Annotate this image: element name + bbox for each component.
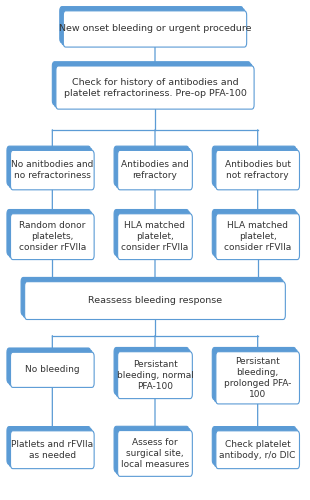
FancyBboxPatch shape xyxy=(11,352,94,388)
Text: HLA matched
platelet,
consider rFVIIa: HLA matched platelet, consider rFVIIa xyxy=(122,221,188,252)
Text: Platlets and rFVIIa
as needed: Platlets and rFVIIa as needed xyxy=(11,440,93,460)
FancyBboxPatch shape xyxy=(23,280,284,318)
Text: Persistant
bleeding, normal
PFA-100: Persistant bleeding, normal PFA-100 xyxy=(117,360,193,391)
FancyBboxPatch shape xyxy=(214,428,298,467)
FancyBboxPatch shape xyxy=(56,66,254,109)
FancyBboxPatch shape xyxy=(214,350,298,402)
FancyBboxPatch shape xyxy=(118,214,192,260)
Text: Persistant
bleeding,
prolonged PFA-
100: Persistant bleeding, prolonged PFA- 100 xyxy=(224,356,291,399)
FancyBboxPatch shape xyxy=(114,426,189,472)
FancyBboxPatch shape xyxy=(9,350,92,386)
FancyBboxPatch shape xyxy=(214,148,298,188)
FancyBboxPatch shape xyxy=(9,212,92,258)
FancyBboxPatch shape xyxy=(63,11,247,47)
FancyBboxPatch shape xyxy=(116,428,191,474)
FancyBboxPatch shape xyxy=(114,210,189,256)
FancyBboxPatch shape xyxy=(114,146,189,186)
Text: HLA matched
platelet,
consider rFVIIa: HLA matched platelet, consider rFVIIa xyxy=(224,221,291,252)
FancyBboxPatch shape xyxy=(118,352,192,399)
Text: No bleeding: No bleeding xyxy=(25,366,80,374)
Text: Check platelet
antibody, r/o DIC: Check platelet antibody, r/o DIC xyxy=(219,440,296,460)
FancyBboxPatch shape xyxy=(7,426,91,465)
FancyBboxPatch shape xyxy=(11,214,94,260)
FancyBboxPatch shape xyxy=(214,212,298,258)
FancyBboxPatch shape xyxy=(116,212,191,258)
FancyBboxPatch shape xyxy=(116,148,191,188)
FancyBboxPatch shape xyxy=(7,348,91,383)
FancyBboxPatch shape xyxy=(54,64,252,107)
FancyBboxPatch shape xyxy=(216,150,299,190)
FancyBboxPatch shape xyxy=(212,426,296,465)
Text: Antibodies but
not refractory: Antibodies but not refractory xyxy=(225,160,291,180)
FancyBboxPatch shape xyxy=(114,348,189,395)
Text: Random donor
platelets,
consider rFVIIa: Random donor platelets, consider rFVIIa xyxy=(19,221,86,252)
FancyBboxPatch shape xyxy=(11,150,94,190)
FancyBboxPatch shape xyxy=(11,431,94,469)
Text: No anitbodies and
no refractoriness: No anitbodies and no refractoriness xyxy=(11,160,94,180)
FancyBboxPatch shape xyxy=(118,150,192,190)
FancyBboxPatch shape xyxy=(118,430,192,476)
FancyBboxPatch shape xyxy=(52,62,250,105)
FancyBboxPatch shape xyxy=(212,348,296,400)
Text: Antibodies and
refractory: Antibodies and refractory xyxy=(121,160,189,180)
FancyBboxPatch shape xyxy=(216,352,299,404)
Text: Assess for
surgical site,
local measures: Assess for surgical site, local measures xyxy=(121,438,189,469)
FancyBboxPatch shape xyxy=(216,214,299,260)
FancyBboxPatch shape xyxy=(25,282,285,320)
FancyBboxPatch shape xyxy=(116,350,191,397)
FancyBboxPatch shape xyxy=(21,278,282,315)
FancyBboxPatch shape xyxy=(62,8,245,45)
FancyBboxPatch shape xyxy=(9,428,92,467)
Text: New onset bleeding or urgent procedure: New onset bleeding or urgent procedure xyxy=(59,24,251,34)
FancyBboxPatch shape xyxy=(7,210,91,256)
FancyBboxPatch shape xyxy=(9,148,92,188)
Text: Check for history of antibodies and
platelet refractoriness. Pre-op PFA-100: Check for history of antibodies and plat… xyxy=(64,78,246,98)
FancyBboxPatch shape xyxy=(7,146,91,186)
Text: Reassess bleeding response: Reassess bleeding response xyxy=(88,296,222,305)
FancyBboxPatch shape xyxy=(216,431,299,469)
FancyBboxPatch shape xyxy=(212,210,296,256)
FancyBboxPatch shape xyxy=(60,6,243,43)
FancyBboxPatch shape xyxy=(212,146,296,186)
